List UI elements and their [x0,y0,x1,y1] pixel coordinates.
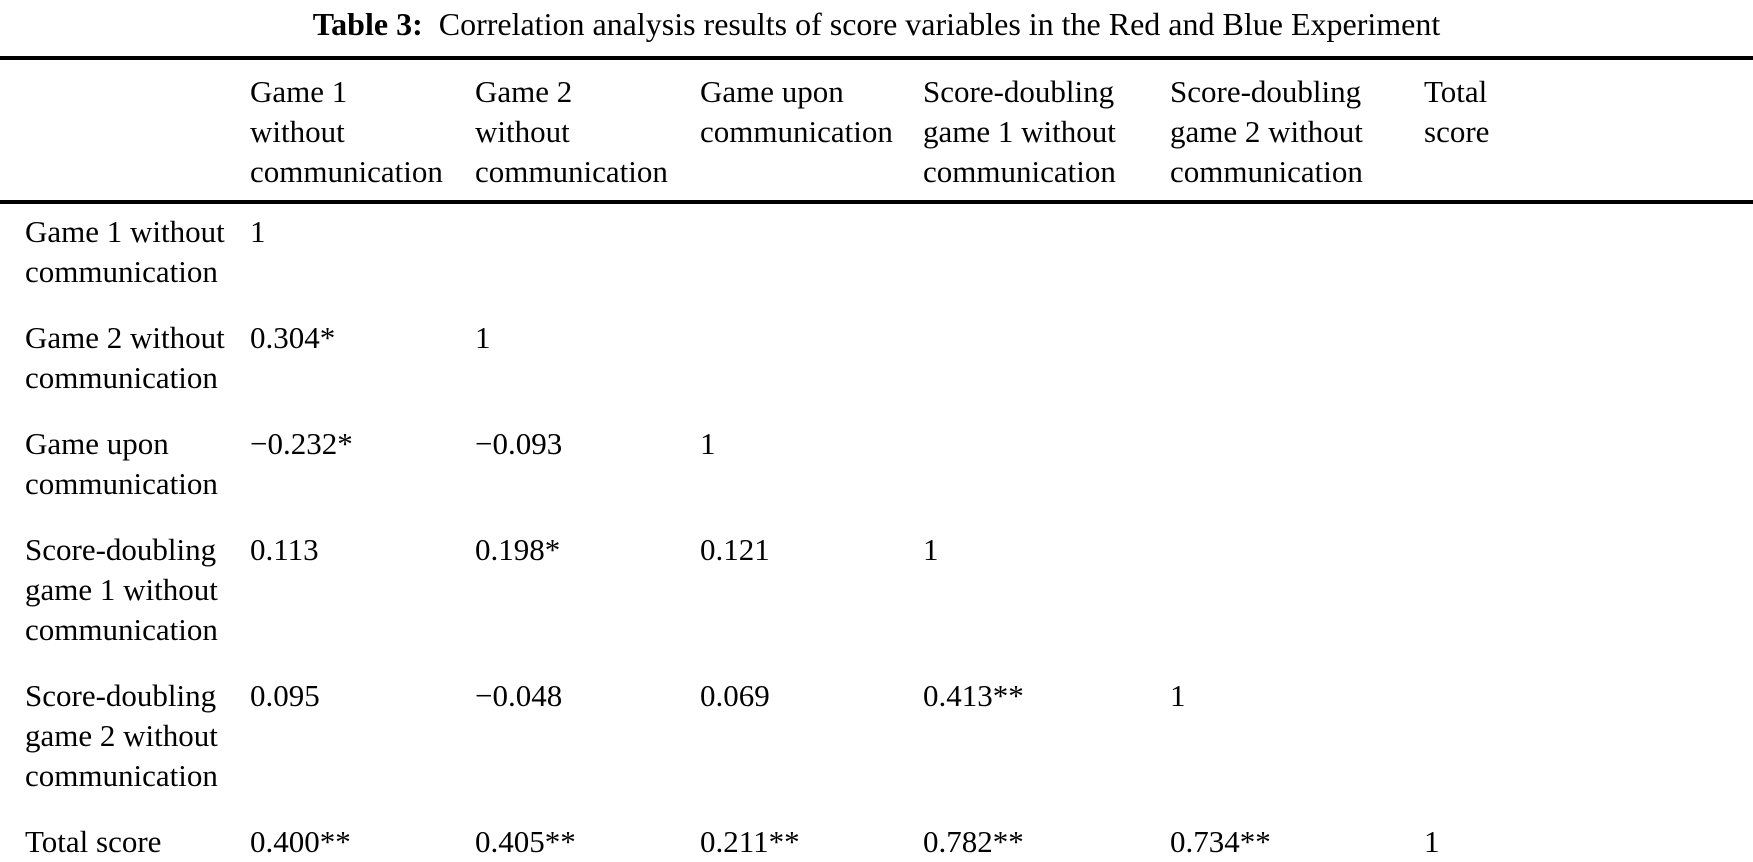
correlation-cell: −0.093 [475,426,563,461]
correlation-cell [1424,416,1753,522]
column-header-empty [0,58,250,204]
correlation-cell: 0.405** [475,824,576,859]
column-header-sd-game1-no-comm: Score-doubling game 1 without communicat… [923,58,1170,204]
correlation-cell [1424,202,1753,310]
correlation-cell [923,310,1170,416]
row-label-game1-no-comm: Game 1 without communication [25,214,225,289]
correlation-cell [1424,668,1753,814]
row-label-sd-game2-no-comm: Score-doubling game 2 without communicat… [25,678,218,793]
column-header-game1-no-comm: Game 1 without communication [250,58,475,204]
correlation-cell [700,202,923,310]
correlation-cell: 0.198* [475,532,561,567]
correlation-cell [923,202,1170,310]
correlation-cell: 0.400** [250,824,351,859]
table-row-game2-no-comm: Game 2 without communication 0.304* 1 [0,310,1753,416]
correlation-cell: 0.413** [923,678,1024,713]
correlation-cell: 1 [475,320,491,355]
correlation-cell: 0.121 [700,532,770,567]
correlation-cell: 0.211** [700,824,800,859]
header-row: Game 1 without communication Game 2 with… [0,58,1753,204]
row-label-total-score: Total score [25,824,162,859]
correlation-cell [700,310,923,416]
column-header-game-upon-comm: Game upon communication [700,58,923,204]
column-header-total-score: Total score [1424,58,1753,204]
row-label-game-upon-comm: Game upon communication [25,426,218,501]
table-caption: Table 3: Correlation analysis results of… [0,0,1753,46]
correlation-cell [1170,522,1424,668]
correlation-cell [1424,310,1753,416]
correlation-cell: 1 [700,426,716,461]
correlation-cell: 0.113 [250,532,319,567]
correlation-cell: 0.782** [923,824,1024,859]
table-caption-text: Correlation analysis results of score va… [438,6,1441,42]
correlation-cell: −0.048 [475,678,563,713]
table-caption-label: Table 3: [312,6,423,42]
correlation-cell: −0.232* [250,426,353,461]
correlation-cell: 1 [1170,678,1186,713]
table-row-total-score: Total score 0.400** 0.405** 0.211** 0.78… [0,814,1753,862]
correlation-cell [1170,202,1424,310]
correlation-cell: 1 [1424,824,1440,859]
caption-spacer [423,6,439,42]
table-row-sd-game1-no-comm: Score-doubling game 1 without communicat… [0,522,1753,668]
correlation-cell: 0.095 [250,678,320,713]
table-row-game-upon-comm: Game upon communication −0.232* −0.093 1 [0,416,1753,522]
correlation-cell: 0.734** [1170,824,1271,859]
table-row-sd-game2-no-comm: Score-doubling game 2 without communicat… [0,668,1753,814]
row-label-sd-game1-no-comm: Score-doubling game 1 without communicat… [25,532,218,647]
correlation-cell: 1 [923,532,939,567]
column-header-game2-no-comm: Game 2 without communication [475,58,700,204]
correlation-cell: 0.304* [250,320,336,355]
correlation-table: Game 1 without communication Game 2 with… [0,56,1753,862]
correlation-cell [1424,522,1753,668]
table-header: Game 1 without communication Game 2 with… [0,58,1753,204]
table-body: Game 1 without communication 1 Game 2 wi… [0,202,1753,862]
column-header-sd-game2-no-comm: Score-doubling game 2 without communicat… [1170,58,1424,204]
correlation-cell [923,416,1170,522]
table-row-game1-no-comm: Game 1 without communication 1 [0,202,1753,310]
correlation-cell [1170,310,1424,416]
correlation-cell [475,202,700,310]
row-label-game2-no-comm: Game 2 without communication [25,320,225,395]
correlation-cell: 0.069 [700,678,770,713]
correlation-cell: 1 [250,214,266,249]
correlation-cell [1170,416,1424,522]
